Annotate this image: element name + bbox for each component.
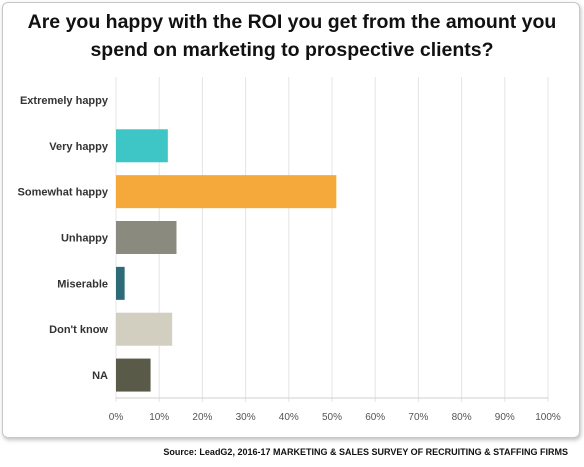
chart-frame — [2, 2, 580, 438]
bar — [116, 221, 177, 254]
x-tick-label: 80% — [452, 412, 472, 423]
x-tick-label: 10% — [149, 412, 169, 423]
category-label: Very happy — [49, 141, 109, 153]
x-tick-label: 20% — [192, 412, 212, 423]
bar — [116, 129, 168, 163]
chart-title-line-1: Are you happy with the ROI you get from … — [27, 11, 557, 33]
category-label: Don't know — [49, 324, 108, 336]
x-tick-label: 0% — [109, 412, 124, 423]
x-tick-label: 40% — [279, 412, 299, 423]
category-label: NA — [92, 370, 108, 382]
category-label: Extremely happy — [20, 95, 109, 107]
x-tick-label: 90% — [495, 412, 515, 423]
category-label: Miserable — [57, 278, 108, 290]
bar — [116, 175, 337, 209]
chart-title-line-2: spend on marketing to prospective client… — [90, 39, 494, 61]
x-tick-label: 100% — [535, 412, 561, 423]
source-note: Source: LeadG2, 2016-17 MARKETING & SALE… — [163, 447, 568, 457]
category-label: Unhappy — [61, 233, 109, 245]
x-tick-label: 50% — [322, 412, 342, 423]
bar — [116, 358, 151, 392]
bar — [116, 266, 125, 300]
x-tick-label: 70% — [408, 412, 428, 423]
category-label: Somewhat happy — [18, 187, 109, 199]
bar — [116, 312, 173, 346]
bar-chart: 0% 10% 20% 30% 40% 50% 60% 70% 80% 90% 100% Extreme… — [18, 77, 561, 423]
chart-title: Are you happy with the ROI you get from … — [10, 8, 574, 64]
x-tick-label: 60% — [365, 412, 385, 423]
x-tick-label: 30% — [236, 412, 256, 423]
